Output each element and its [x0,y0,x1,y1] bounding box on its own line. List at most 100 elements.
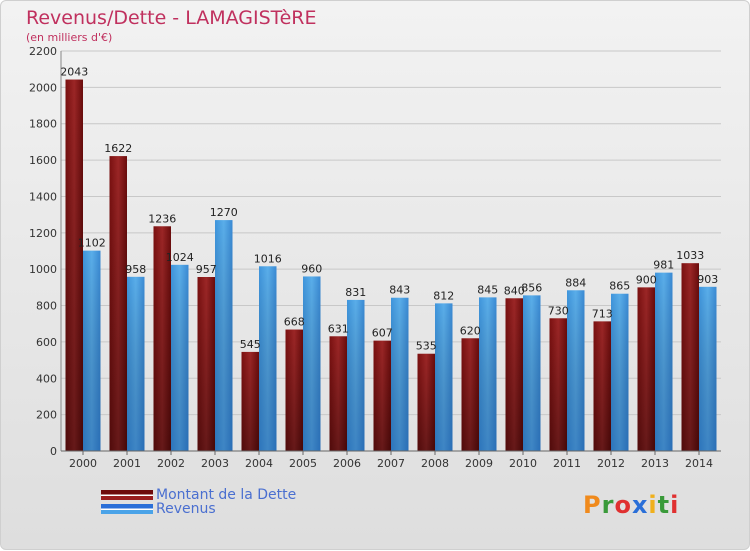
bar-dette-shade [417,353,435,451]
bar-revenus-shade [435,303,453,451]
logo-letter: x [631,491,649,519]
logo-letter: r [601,491,615,519]
bar-dette-shade [593,321,611,451]
data-label-dette: 668 [284,316,305,329]
data-label-dette: 957 [196,263,217,276]
bar-revenus-shade [611,293,629,451]
y-tick-label: 1800 [29,118,57,131]
data-label-dette: 631 [328,322,349,335]
bar-dette-shade [241,351,259,451]
data-label-revenus: 884 [565,276,586,289]
bar-revenus-shade [655,272,673,451]
data-label-dette: 535 [416,340,437,353]
data-label-dette: 840 [504,284,525,297]
y-tick-label: 800 [36,300,57,313]
data-label-dette: 730 [548,304,569,317]
data-label-revenus: 856 [521,281,542,294]
bar-dette-shade [681,263,699,451]
x-tick-label: 2006 [333,457,361,470]
chart-title: Revenus/Dette - LAMAGISTèRE [26,7,317,29]
data-label-dette: 607 [372,327,393,340]
data-label-dette: 1033 [676,249,704,262]
bar-revenus-shade [215,220,233,451]
data-label-revenus: 1270 [210,206,238,219]
data-label-revenus: 1016 [254,252,282,265]
data-label-dette: 545 [240,338,261,351]
y-tick-label: 600 [36,336,57,349]
bar-dette-shade [461,338,479,451]
x-tick-label: 2003 [201,457,229,470]
y-tick-label: 1400 [29,190,57,203]
data-label-dette: 1236 [148,212,176,225]
data-label-dette: 2043 [60,66,88,79]
bar-revenus-shade [479,297,497,451]
x-tick-label: 2002 [157,457,185,470]
x-tick-label: 2000 [69,457,97,470]
x-tick-label: 2010 [509,457,537,470]
data-label-dette: 1622 [104,142,132,155]
bar-revenus-shade [127,276,145,451]
data-label-revenus: 845 [477,283,498,296]
bar-dette-shade [549,318,567,451]
bar-dette-shade [109,156,127,451]
data-label-dette: 713 [592,307,613,320]
bar-dette-shade [373,340,391,451]
x-tick-label: 2005 [289,457,317,470]
data-label-dette: 620 [460,324,481,337]
logo-letter: i [648,491,658,519]
y-tick-label: 2200 [29,45,57,58]
bar-revenus-shade [83,250,101,451]
y-tick-label: 0 [50,445,57,458]
bar-dette-shade [505,298,523,451]
y-tick-label: 200 [36,409,57,422]
bar-revenus-shade [523,295,541,451]
data-label-revenus: 1024 [166,251,194,264]
legend-label-dette: Montant de la Dette [156,487,297,503]
x-tick-label: 2001 [113,457,141,470]
bar-dette-shade [329,336,347,451]
proxiti-logo: Proxiti [583,491,679,519]
logo-letter: o [614,491,632,519]
legend-swatch-dette [101,490,153,500]
y-tick-label: 2000 [29,81,57,94]
bar-dette-shade [285,329,303,451]
legend-swatch-revenus [101,504,153,514]
x-tick-label: 2009 [465,457,493,470]
bar-revenus-shade [259,266,277,451]
y-tick-label: 1600 [29,154,57,167]
y-tick-label: 1200 [29,227,57,240]
legend-label-revenus: Revenus [156,501,216,517]
chart-subtitle: (en milliers d'€) [26,31,113,44]
x-tick-label: 2012 [597,457,625,470]
bar-revenus-shade [347,299,365,451]
x-tick-label: 2011 [553,457,581,470]
data-label-revenus: 1102 [78,237,106,250]
logo-letter: P [583,491,602,519]
data-label-revenus: 960 [301,262,322,275]
x-tick-label: 2008 [421,457,449,470]
bar-revenus-shade [567,290,585,451]
data-label-revenus: 865 [609,280,630,293]
logo-letter: t [657,491,671,519]
bar-revenus-shade [391,297,409,451]
data-label-dette: 900 [636,273,657,286]
data-label-revenus: 981 [653,259,674,272]
x-tick-label: 2013 [641,457,669,470]
logo-letter: i [670,491,680,519]
y-tick-label: 1000 [29,263,57,276]
data-label-revenus: 958 [125,263,146,276]
y-tick-label: 400 [36,372,57,385]
data-label-revenus: 843 [389,284,410,297]
bar-dette-shade [637,287,655,451]
x-tick-label: 2014 [685,457,713,470]
data-label-revenus: 903 [697,273,718,286]
bar-dette-shade [197,277,215,451]
bar-revenus-shade [171,264,189,451]
data-label-revenus: 812 [433,289,454,302]
x-tick-label: 2004 [245,457,273,470]
bar-dette-shade [65,79,83,451]
bar-dette-shade [153,226,171,451]
x-tick-label: 2007 [377,457,405,470]
